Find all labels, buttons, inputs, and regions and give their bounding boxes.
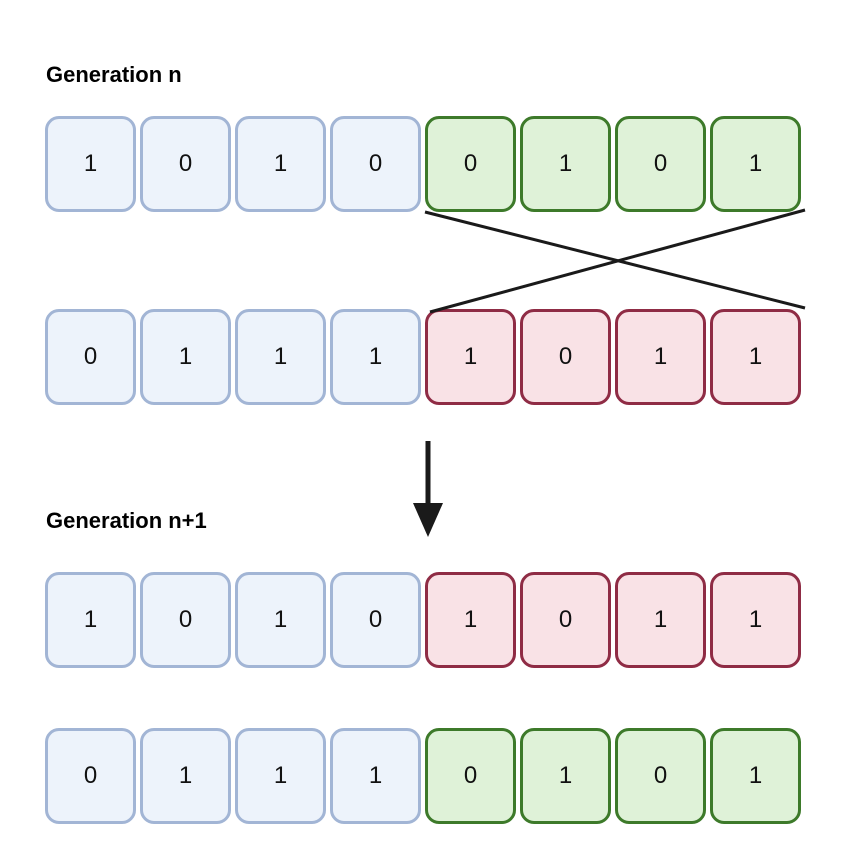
gene-cell-5: 0 [425,116,516,212]
gene-cell-8: 1 [710,572,801,668]
gene-cell-5: 1 [425,309,516,405]
gene-cell-7: 1 [615,572,706,668]
gene-cell-3: 1 [235,116,326,212]
gene-cell-7: 0 [615,728,706,824]
gene-cell-2: 1 [140,309,231,405]
gene-cell-5: 1 [425,572,516,668]
gene-cell-4: 1 [330,309,421,405]
gene-cell-6: 1 [520,728,611,824]
gene-cell-8: 1 [710,309,801,405]
gene-cell-1: 0 [45,728,136,824]
gene-cell-3: 1 [235,728,326,824]
gene-cell-3: 1 [235,572,326,668]
generation-n-label: Generation n [46,62,182,87]
gene-cell-2: 0 [140,572,231,668]
gene-cell-2: 0 [140,116,231,212]
crossover-line-down [424,210,806,310]
next-generation-arrow-head [413,503,443,537]
gene-cell-4: 0 [330,116,421,212]
gene-cell-7: 0 [615,116,706,212]
crossover-line-up [429,208,806,314]
gene-cell-6: 1 [520,116,611,212]
gene-cell-4: 1 [330,728,421,824]
gene-cell-3: 1 [235,309,326,405]
gene-cell-1: 1 [45,572,136,668]
gene-cell-1: 0 [45,309,136,405]
generation-n1-label: Generation n+1 [46,508,207,533]
gene-cell-1: 1 [45,116,136,212]
gene-cell-6: 0 [520,572,611,668]
gene-cell-8: 1 [710,728,801,824]
gene-cell-8: 1 [710,116,801,212]
gene-cell-6: 0 [520,309,611,405]
gene-cell-7: 1 [615,309,706,405]
gene-cell-2: 1 [140,728,231,824]
gene-cell-4: 0 [330,572,421,668]
gene-cell-5: 0 [425,728,516,824]
